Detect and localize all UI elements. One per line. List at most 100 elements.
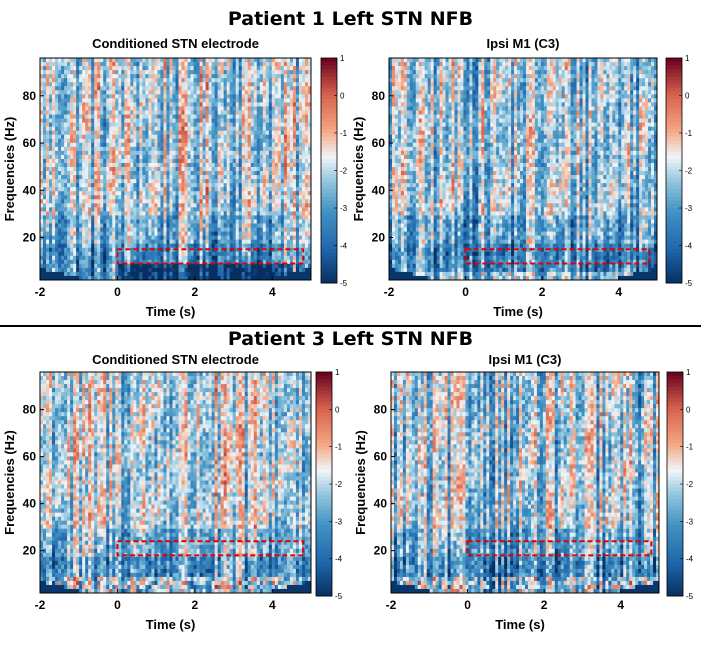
- heatmap-cell: [91, 134, 95, 140]
- heatmap-cell: [193, 162, 197, 168]
- heatmap-cell: [115, 183, 119, 188]
- heatmap-cell: [280, 78, 285, 83]
- heatmap-cell: [259, 134, 264, 140]
- heatmap-cell: [160, 102, 164, 107]
- heatmap-cell: [133, 211, 137, 216]
- heatmap-cell: [127, 199, 131, 204]
- heatmap-cell: [214, 146, 219, 152]
- heatmap-cell: [133, 231, 137, 236]
- heatmap-cell: [115, 130, 119, 136]
- heatmap-cell: [235, 106, 240, 111]
- heatmap-cell: [238, 74, 243, 79]
- heatmap-cell: [88, 215, 92, 220]
- heatmap-cell: [169, 183, 173, 188]
- heatmap-cell: [202, 78, 207, 83]
- heatmap-cell: [295, 66, 300, 71]
- heatmap-cell: [208, 106, 213, 111]
- heatmap-cell: [292, 86, 297, 91]
- heatmap-cell: [85, 247, 89, 253]
- heatmap-cell: [205, 126, 210, 132]
- heatmap-cell: [103, 158, 107, 164]
- heatmap-cell: [295, 243, 300, 249]
- heatmap-cell: [118, 58, 122, 63]
- heatmap-cell: [226, 223, 231, 228]
- heatmap-cell: [91, 275, 95, 281]
- heatmap-cell: [238, 183, 243, 188]
- heatmap-cell: [292, 251, 297, 257]
- heatmap-cell: [43, 162, 47, 168]
- heatmap-cell: [292, 203, 297, 208]
- heatmap-cell: [304, 231, 309, 236]
- heatmap-cell: [220, 175, 225, 180]
- heatmap-cell: [199, 275, 203, 281]
- heatmap-cell: [214, 203, 219, 208]
- heatmap-cell: [130, 183, 134, 188]
- heatmap-cell: [304, 154, 309, 160]
- heatmap-cell: [157, 126, 161, 132]
- heatmap-cell: [43, 231, 47, 236]
- heatmap-cell: [70, 106, 74, 111]
- heatmap-cell: [256, 154, 261, 160]
- heatmap-cell: [142, 255, 146, 261]
- heatmap-cell: [196, 134, 200, 140]
- heatmap-cell: [55, 118, 59, 123]
- heatmap-cell: [124, 138, 128, 144]
- heatmap-cell: [67, 247, 71, 253]
- heatmap-cell: [151, 154, 155, 160]
- heatmap-cell: [283, 227, 288, 232]
- heatmap-cell: [244, 207, 249, 212]
- heatmap-cell: [55, 74, 59, 79]
- heatmap-cell: [220, 118, 225, 123]
- heatmap-cell: [268, 90, 273, 95]
- heatmap-cell: [64, 158, 68, 164]
- heatmap-cell: [127, 82, 131, 87]
- heatmap-cell: [244, 203, 249, 208]
- heatmap-cell: [262, 191, 267, 196]
- heatmap-cell: [244, 66, 249, 71]
- heatmap-cell: [292, 138, 297, 144]
- heatmap-cell: [157, 239, 161, 245]
- heatmap-cell: [208, 134, 213, 140]
- heatmap-cell: [250, 267, 255, 273]
- heatmap-cell: [61, 142, 65, 148]
- heatmap-cell: [133, 227, 137, 232]
- heatmap-cell: [73, 243, 77, 249]
- heatmap-cell: [172, 58, 176, 63]
- heatmap-cell: [139, 78, 143, 83]
- heatmap-cell: [46, 130, 50, 136]
- heatmap-cell: [76, 94, 80, 99]
- heatmap-cell: [154, 227, 158, 232]
- heatmap-cell: [298, 271, 303, 277]
- heatmap-cell: [277, 58, 282, 63]
- heatmap-cell: [262, 199, 267, 204]
- heatmap-cell: [97, 130, 101, 136]
- heatmap-cell: [52, 251, 56, 257]
- heatmap-cell: [55, 239, 59, 245]
- heatmap-cell: [157, 231, 161, 236]
- heatmap-cell: [136, 134, 140, 140]
- heatmap-cell: [52, 110, 56, 115]
- heatmap-cell: [280, 130, 285, 136]
- heatmap-cell: [103, 118, 107, 123]
- heatmap-cell: [181, 211, 185, 216]
- heatmap-cell: [286, 110, 291, 115]
- heatmap-cell: [58, 146, 62, 152]
- heatmap-cell: [55, 175, 59, 180]
- heatmap-cell: [220, 114, 225, 119]
- heatmap-cell: [172, 146, 176, 152]
- heatmap-cell: [52, 78, 56, 83]
- heatmap-cell: [184, 271, 188, 277]
- heatmap-cell: [124, 271, 128, 277]
- heatmap-cell: [193, 122, 197, 128]
- heatmap-cell: [73, 78, 77, 83]
- heatmap-cell: [160, 203, 164, 208]
- heatmap-cell: [121, 183, 125, 188]
- heatmap-cell: [79, 271, 83, 277]
- heatmap-cell: [250, 94, 255, 99]
- heatmap-cell: [127, 166, 131, 172]
- heatmap-cell: [61, 191, 65, 196]
- heatmap-cell: [181, 259, 185, 265]
- heatmap-cell: [238, 62, 243, 67]
- heatmap-cell: [136, 175, 140, 180]
- heatmap-cell: [166, 158, 170, 164]
